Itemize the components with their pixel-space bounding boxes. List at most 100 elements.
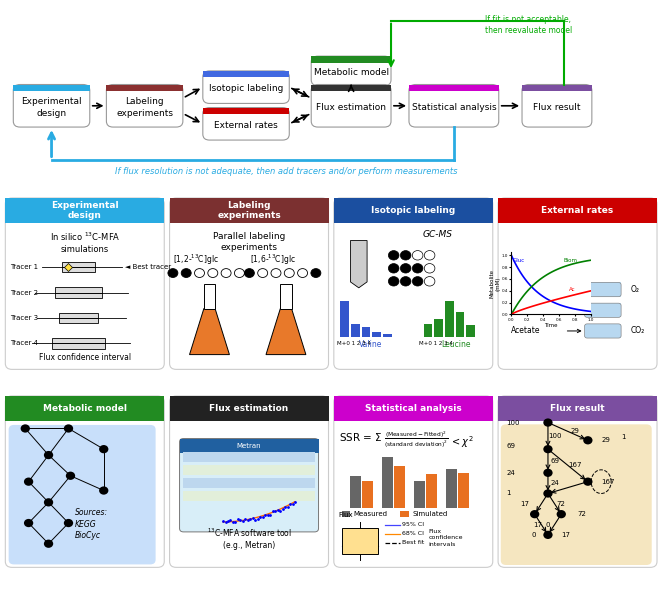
Circle shape — [412, 277, 423, 286]
Bar — [434, 319, 443, 337]
Bar — [585, 282, 621, 297]
Text: M+0 1 2 3 4: M+0 1 2 3 4 — [419, 341, 453, 346]
Text: CO₂: CO₂ — [631, 326, 645, 336]
FancyBboxPatch shape — [522, 85, 592, 127]
Bar — [362, 327, 370, 337]
Bar — [5, 396, 164, 421]
FancyBboxPatch shape — [311, 85, 391, 127]
Circle shape — [412, 251, 423, 260]
FancyBboxPatch shape — [409, 85, 499, 127]
Circle shape — [99, 486, 108, 495]
Bar — [340, 301, 349, 337]
Text: Tracer 2: Tracer 2 — [10, 290, 38, 296]
Text: 69: 69 — [506, 443, 515, 449]
Text: 69: 69 — [550, 458, 559, 464]
Text: SSR = $\Sigma$: SSR = $\Sigma$ — [339, 431, 382, 443]
Text: Tracer 4: Tracer 4 — [10, 340, 38, 346]
Circle shape — [298, 268, 307, 278]
Text: Best fit: Best fit — [402, 540, 424, 545]
Circle shape — [543, 489, 553, 498]
Bar — [311, 56, 391, 63]
FancyBboxPatch shape — [585, 324, 621, 338]
FancyBboxPatch shape — [5, 198, 164, 369]
Text: Metran: Metran — [237, 443, 261, 449]
Bar — [466, 325, 475, 337]
Bar — [446, 469, 457, 508]
Bar — [183, 491, 315, 501]
Text: Simulated: Simulated — [412, 511, 448, 517]
Bar — [281, 284, 291, 309]
FancyBboxPatch shape — [5, 396, 164, 567]
Bar — [106, 85, 183, 91]
Bar — [498, 198, 657, 223]
Text: ◄ Best tracer: ◄ Best tracer — [125, 264, 171, 270]
Text: 24: 24 — [550, 480, 559, 486]
Bar — [383, 333, 392, 337]
Bar — [498, 396, 657, 421]
Text: Biom: Biom — [563, 258, 577, 262]
Bar — [52, 338, 105, 349]
Bar — [62, 262, 95, 272]
Text: Flux result: Flux result — [550, 404, 605, 413]
Text: Glucose: Glucose — [511, 285, 542, 294]
FancyBboxPatch shape — [13, 85, 90, 127]
Polygon shape — [350, 241, 367, 288]
Circle shape — [388, 264, 399, 273]
Text: Leucine: Leucine — [441, 340, 470, 349]
Circle shape — [400, 277, 411, 286]
Text: 17: 17 — [520, 501, 529, 507]
Bar — [456, 312, 464, 337]
FancyBboxPatch shape — [106, 85, 183, 127]
Circle shape — [388, 277, 399, 286]
FancyBboxPatch shape — [585, 303, 621, 317]
Text: Ac: Ac — [569, 287, 575, 292]
Bar — [409, 85, 499, 91]
Text: Sources:
KEGG
BioCyc: Sources: KEGG BioCyc — [75, 508, 108, 540]
Bar — [342, 528, 378, 554]
Circle shape — [543, 418, 553, 427]
Text: Experimental
design: Experimental design — [21, 98, 82, 118]
FancyBboxPatch shape — [501, 424, 652, 565]
Bar — [445, 301, 454, 337]
Bar — [414, 481, 425, 508]
Text: 29: 29 — [601, 437, 610, 443]
Circle shape — [400, 251, 411, 260]
FancyBboxPatch shape — [180, 439, 319, 532]
Circle shape — [271, 268, 281, 278]
FancyBboxPatch shape — [203, 71, 289, 103]
Text: Acetate: Acetate — [511, 326, 541, 336]
Circle shape — [258, 268, 268, 278]
Circle shape — [424, 264, 435, 273]
Text: Gluc: Gluc — [513, 258, 525, 262]
Text: Flux estimation: Flux estimation — [209, 404, 289, 413]
Text: Tracer 1: Tracer 1 — [10, 264, 38, 270]
Circle shape — [543, 469, 553, 477]
Bar — [183, 452, 315, 462]
Text: 0: 0 — [546, 521, 550, 528]
Bar — [394, 466, 405, 508]
Circle shape — [234, 268, 245, 278]
Text: Measured: Measured — [354, 511, 388, 517]
Circle shape — [245, 268, 255, 278]
Text: 100: 100 — [548, 433, 561, 439]
Text: Valine: Valine — [358, 340, 382, 349]
Text: O₂: O₂ — [631, 285, 640, 294]
Text: Isotopic labeling: Isotopic labeling — [209, 85, 283, 93]
Text: In silico $^{13}$C-MFA
simulations: In silico $^{13}$C-MFA simulations — [49, 230, 120, 254]
Text: External rates: External rates — [214, 121, 278, 130]
Text: Labeling
experiments: Labeling experiments — [116, 98, 173, 118]
Bar — [203, 71, 289, 77]
Text: Flux estimation: Flux estimation — [316, 103, 386, 112]
Text: Statistical analysis: Statistical analysis — [412, 103, 496, 112]
Text: Biomass: Biomass — [511, 306, 543, 315]
Circle shape — [221, 268, 231, 278]
Bar — [334, 396, 493, 421]
FancyBboxPatch shape — [498, 396, 657, 567]
Circle shape — [543, 531, 553, 539]
Bar — [372, 332, 381, 337]
Circle shape — [181, 268, 192, 278]
Text: 95% CI: 95% CI — [402, 522, 424, 527]
Circle shape — [285, 268, 295, 278]
Circle shape — [311, 268, 321, 278]
Text: $<\chi^2$: $<\chi^2$ — [450, 434, 474, 450]
